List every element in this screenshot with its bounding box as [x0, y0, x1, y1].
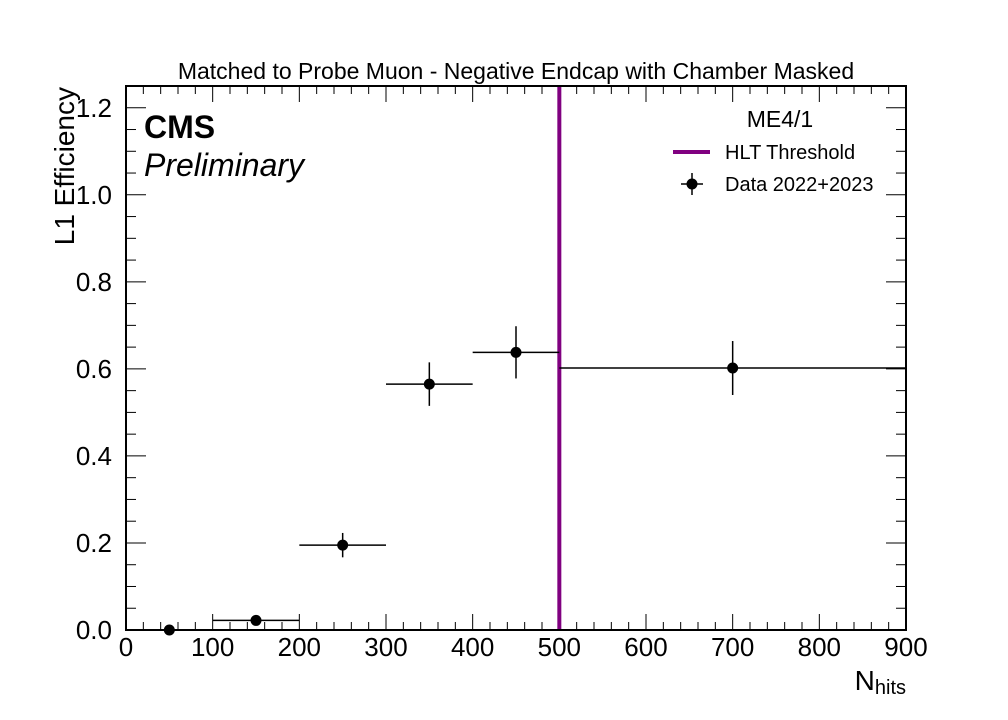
x-axis-label-main: N [855, 665, 875, 696]
data-point [250, 614, 262, 626]
x-tick-label: 0 [119, 632, 133, 662]
x-axis-label-sub: hits [875, 677, 906, 699]
legend-data-swatch-marker [686, 178, 698, 190]
y-tick-label: 0.6 [76, 354, 112, 384]
x-tick-label: 500 [538, 632, 581, 662]
y-tick-label: 0.2 [76, 528, 112, 558]
data-point [423, 378, 435, 390]
x-tick-label: 800 [798, 632, 841, 662]
legend: ME4/1 HLT Threshold Data 2022+2023 [673, 106, 873, 196]
y-tick-label: 0.4 [76, 441, 112, 471]
x-axis-label: Nhits [855, 665, 906, 699]
chart-title: Matched to Probe Muon - Negative Endcap … [178, 58, 854, 84]
x-tick-label: 900 [884, 632, 927, 662]
x-tick-label: 400 [451, 632, 494, 662]
legend-header: ME4/1 [747, 106, 813, 132]
legend-threshold-label: HLT Threshold [725, 142, 855, 164]
plot-frame [125, 85, 907, 631]
data-point [510, 346, 522, 358]
x-tick-label: 700 [711, 632, 754, 662]
x-tick-label: 200 [278, 632, 321, 662]
y-tick-label: 0.0 [76, 615, 112, 645]
preliminary-label: Preliminary [144, 147, 306, 183]
y-tick-label: 1.0 [76, 180, 112, 210]
x-tick-label: 300 [364, 632, 407, 662]
axis-ticks [125, 85, 907, 631]
x-tick-label: 600 [624, 632, 667, 662]
x-tick-label: 100 [191, 632, 234, 662]
y-tick-label: 0.8 [76, 267, 112, 297]
y-axis-label: L1 Efficiency [49, 87, 80, 245]
legend-data-label: Data 2022+2023 [725, 174, 873, 196]
y-tick-label: 1.2 [76, 93, 112, 123]
data-point [337, 539, 349, 551]
data-point [727, 362, 739, 374]
tick-labels: 0 100 200 300 400 500 600 700 800 900 0.0 0.2 0.4 0.6… [76, 93, 928, 662]
cms-label: CMS [144, 109, 215, 145]
